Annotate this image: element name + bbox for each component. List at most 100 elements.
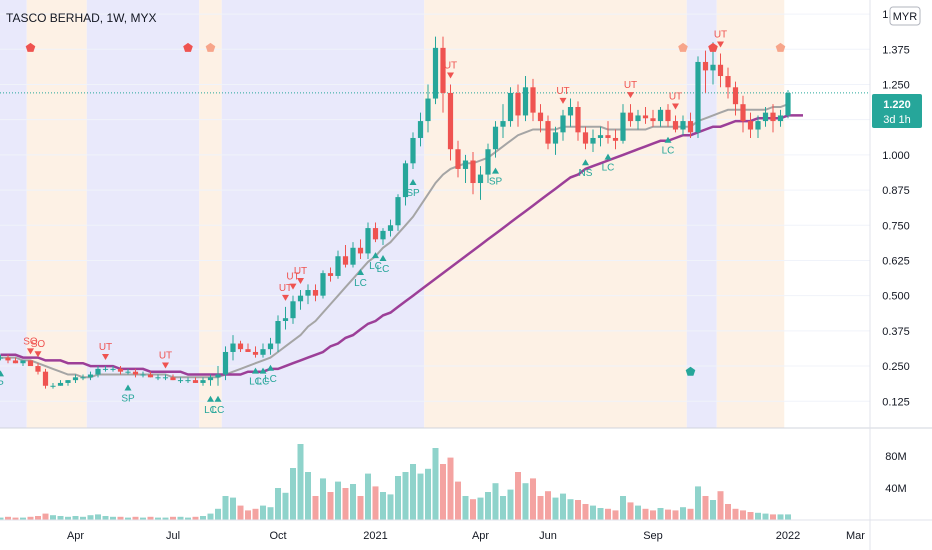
currency-button[interactable]: MYR (889, 6, 921, 26)
signal-label: NS (579, 168, 593, 179)
signal-marker: NS (579, 159, 593, 179)
candle (680, 115, 686, 136)
volume-bar (237, 505, 244, 520)
candle (125, 368, 131, 375)
volume-bar (72, 516, 79, 520)
volume-bar (357, 496, 364, 520)
candle-body (530, 87, 536, 113)
candle-body (732, 87, 739, 105)
volume-bar (432, 448, 439, 520)
volume-bar (147, 516, 154, 520)
candle-body (237, 343, 244, 350)
price-tick-label: 0.875 (882, 185, 910, 197)
volume-bar (590, 505, 596, 520)
volume-bar (515, 472, 521, 520)
candle-body (72, 377, 79, 381)
candle-body (612, 137, 619, 141)
candle (695, 56, 701, 138)
signal-label: P (0, 379, 4, 390)
session-band-5 (424, 0, 687, 428)
candle (57, 380, 64, 386)
candle (650, 109, 656, 127)
candle (132, 368, 139, 378)
candle (357, 239, 364, 260)
candle (642, 107, 649, 124)
candle (552, 126, 559, 155)
volume-bar (642, 508, 649, 520)
volume-bar (5, 516, 11, 520)
candle (410, 132, 416, 169)
signal-label: LC (204, 405, 217, 416)
candle-body (132, 371, 139, 375)
signal-label: LC (602, 163, 615, 174)
volume-bar (635, 505, 641, 520)
candle-body (297, 295, 304, 302)
volume-bar (290, 468, 296, 520)
candle (252, 346, 259, 358)
session-band-3 (199, 0, 222, 428)
candle (192, 377, 199, 383)
candle (267, 337, 274, 355)
volume-bar (762, 513, 769, 520)
up-triangle-icon (252, 367, 259, 374)
price-tick-label: 0.625 (882, 255, 910, 267)
volume-bar (447, 457, 454, 520)
signal-marker: LC (257, 367, 269, 388)
time-tick-label: Apr (472, 530, 489, 542)
volume-bar (200, 516, 206, 520)
candle-body (102, 368, 109, 370)
volume-bar (20, 517, 26, 520)
signal-label: SO (23, 336, 38, 347)
currency-label: MYR (893, 11, 918, 23)
candle-body (0, 357, 4, 359)
volume-bar (687, 508, 694, 520)
candle (27, 360, 34, 367)
down-triangle-icon (102, 354, 109, 361)
candle-body (642, 115, 649, 119)
candle (207, 374, 214, 386)
candle-body (35, 366, 41, 372)
volume-bar (12, 517, 19, 520)
volume-bar (327, 492, 334, 520)
candle (605, 121, 611, 144)
volume-bar (545, 491, 551, 520)
candle-body (537, 112, 544, 122)
candle-body (222, 351, 229, 375)
volume-bar (267, 507, 274, 520)
candle-body (335, 256, 341, 276)
candle-body (740, 104, 746, 122)
volume-bar (717, 491, 724, 520)
candle (717, 53, 724, 88)
candle-body (567, 107, 574, 116)
candle-body (260, 349, 266, 355)
pentagon-icon (678, 42, 688, 52)
up-triangle-icon (379, 254, 387, 261)
signal-label: LC (212, 405, 225, 416)
candle (687, 112, 694, 138)
signal-marker: LC (204, 395, 217, 416)
time-tick-label: Jul (166, 530, 180, 542)
candle (507, 87, 514, 127)
candle (260, 343, 266, 358)
candle-body (5, 357, 11, 361)
candle-body (672, 121, 679, 130)
candle (522, 76, 529, 122)
candle-body (515, 92, 521, 116)
candle-body (710, 64, 716, 71)
down-triangle-icon (672, 103, 679, 110)
candle (537, 104, 544, 133)
candle-body (125, 371, 131, 373)
candle (275, 315, 281, 352)
volume-bar (650, 510, 656, 520)
candle (672, 115, 679, 133)
candle (515, 84, 521, 127)
candle-body (500, 121, 506, 127)
signal-label: UT (159, 351, 172, 362)
candle-body (320, 273, 326, 296)
candle-body (432, 47, 439, 99)
volume-bar (102, 516, 109, 520)
candle (582, 126, 589, 150)
down-triangle-icon (559, 97, 567, 104)
signal-marker: SP (489, 167, 502, 188)
